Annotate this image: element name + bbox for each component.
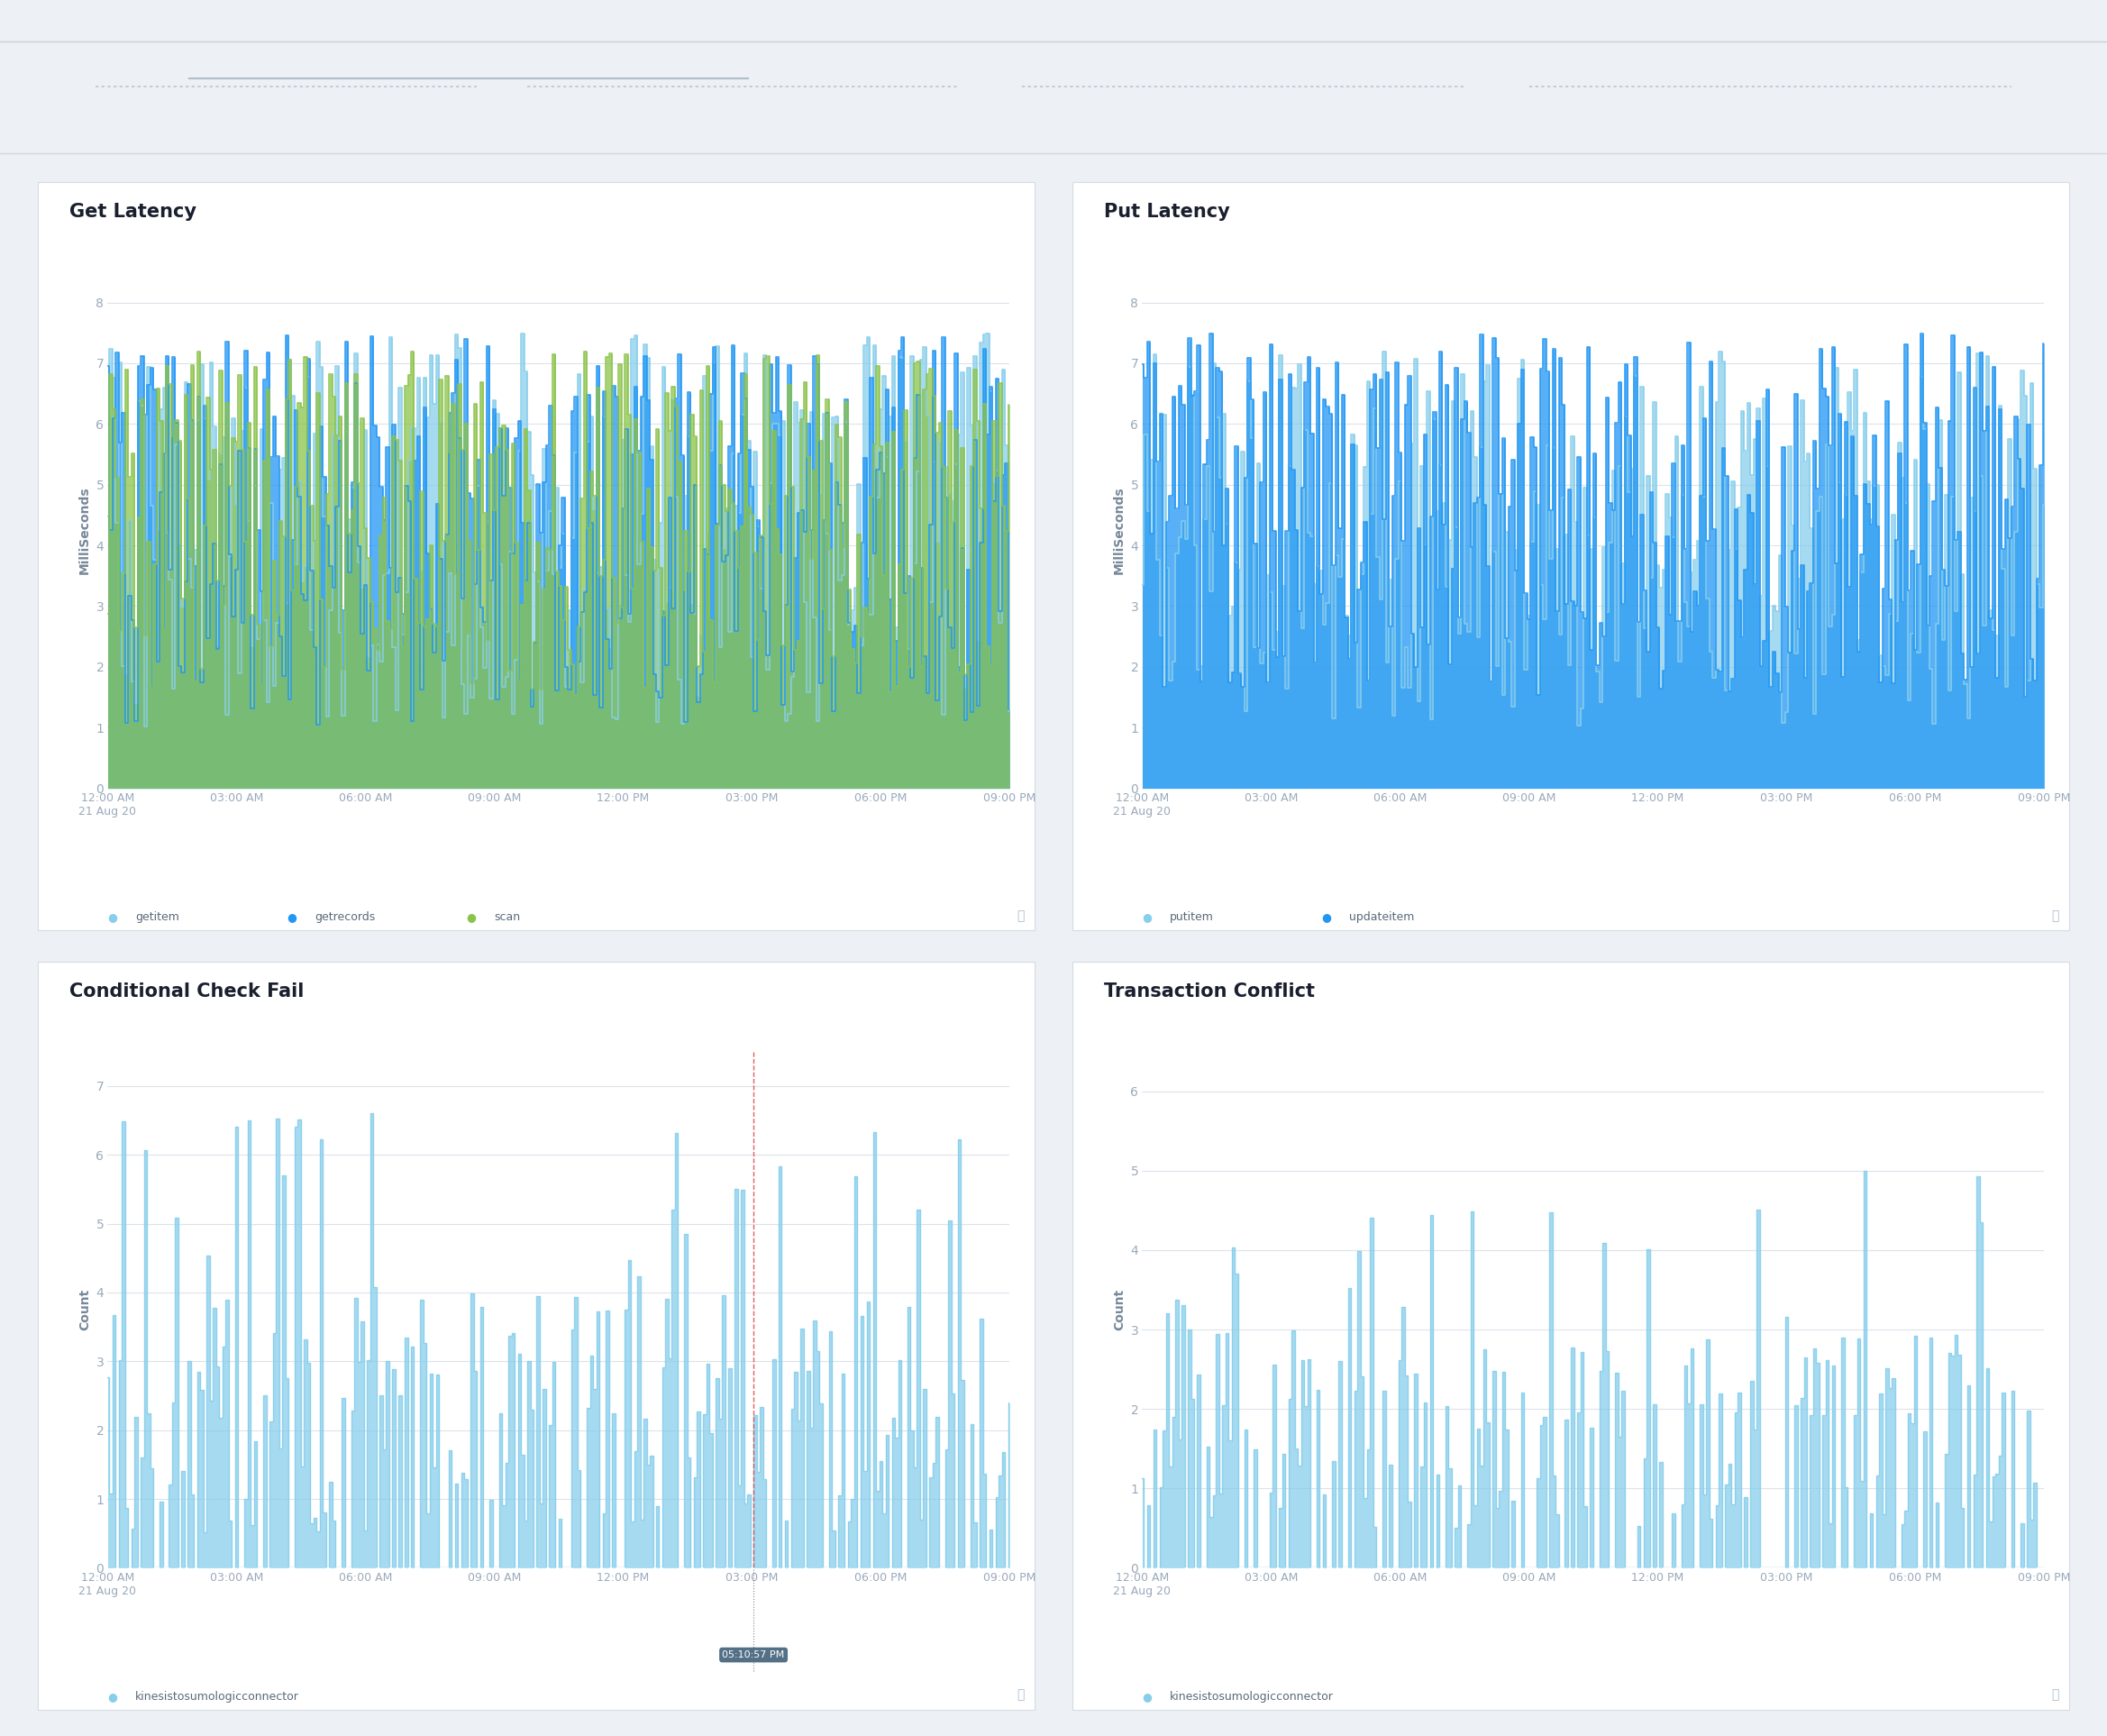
Text: Transaction Conflict: Transaction Conflict [1104,983,1315,1000]
Text: kinesistosumologicconnector: kinesistosumologicconnector [1169,1691,1334,1703]
Text: getitem: getitem [135,911,179,924]
Text: ⤢: ⤢ [2050,910,2059,922]
Text: getrecords: getrecords [314,911,375,924]
Y-axis label: Count: Count [78,1288,91,1330]
Text: updateitem: updateitem [1348,911,1414,924]
Text: ●: ● [287,911,297,924]
Text: scan: scan [493,911,520,924]
Text: Conditional Check Fail: Conditional Check Fail [70,983,303,1000]
Text: kinesistosumologicconnector: kinesistosumologicconnector [135,1691,299,1703]
Text: ⤢: ⤢ [2050,1689,2059,1701]
Text: ⤢: ⤢ [1016,910,1024,922]
Text: ●: ● [1142,911,1153,924]
Y-axis label: Count: Count [1112,1288,1125,1330]
Text: 05:10:57 PM: 05:10:57 PM [723,1651,784,1660]
Text: ●: ● [1321,911,1332,924]
Text: ⤢: ⤢ [1016,1689,1024,1701]
Text: ●: ● [1142,1691,1153,1703]
Text: ●: ● [107,1691,118,1703]
Y-axis label: MilliSeconds: MilliSeconds [78,486,91,575]
Text: ●: ● [107,911,118,924]
Text: Get Latency: Get Latency [70,203,196,220]
Text: ●: ● [466,911,476,924]
Y-axis label: MilliSeconds: MilliSeconds [1112,486,1125,575]
Text: putitem: putitem [1169,911,1214,924]
Text: Put Latency: Put Latency [1104,203,1230,220]
